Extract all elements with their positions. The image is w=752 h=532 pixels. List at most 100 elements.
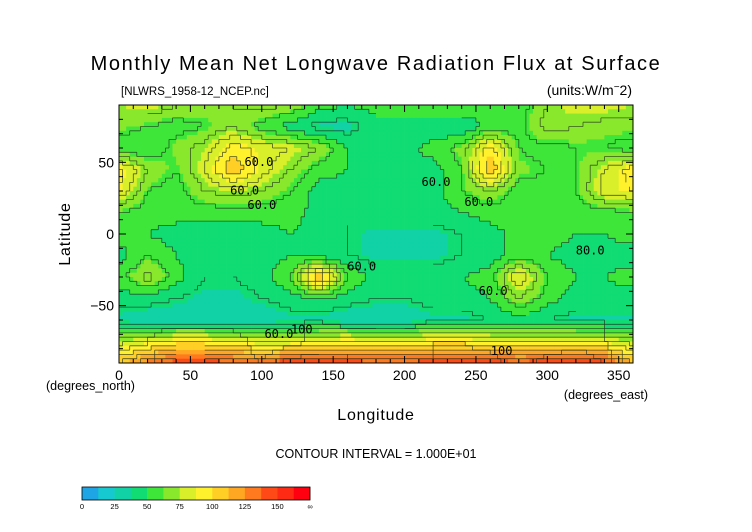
heatmap-cell xyxy=(293,246,298,252)
heatmap-cell xyxy=(204,109,209,114)
heatmap-cell xyxy=(622,139,627,145)
heatmap-cell xyxy=(218,117,223,123)
heatmap-cell xyxy=(408,186,413,192)
heatmap-cell xyxy=(583,208,587,213)
heatmap-cell xyxy=(597,234,602,239)
heatmap-cell xyxy=(208,212,213,218)
heatmap-cell xyxy=(193,122,198,127)
heatmap-cell xyxy=(508,143,513,149)
heatmap-cell xyxy=(433,165,438,170)
heatmap-cell xyxy=(158,173,163,179)
heatmap-cell xyxy=(336,143,341,149)
heatmap-cell xyxy=(293,135,298,140)
heatmap-cell xyxy=(119,122,123,127)
heatmap-cell xyxy=(522,156,527,162)
heatmap-cell xyxy=(422,126,427,132)
heatmap-cell xyxy=(276,182,281,188)
heatmap-cell xyxy=(554,152,559,157)
heatmap-cell xyxy=(465,208,470,213)
heatmap-cell xyxy=(604,130,609,136)
heatmap-cell xyxy=(490,135,495,140)
heatmap-cell xyxy=(222,135,227,140)
heatmap-cell xyxy=(286,165,291,170)
heatmap-cell xyxy=(365,221,370,226)
heatmap-cell xyxy=(479,165,484,170)
heatmap-cell xyxy=(590,238,595,243)
heatmap-cell xyxy=(518,178,523,183)
heatmap-cell xyxy=(290,109,295,114)
heatmap-cell xyxy=(311,182,316,188)
heatmap-cell xyxy=(525,165,530,170)
heatmap-cell xyxy=(161,199,166,205)
heatmap-cell xyxy=(622,165,627,170)
heatmap-cell xyxy=(543,130,548,136)
heatmap-cell xyxy=(454,152,459,157)
heatmap-cell xyxy=(483,208,488,213)
heatmap-cell xyxy=(158,135,163,140)
heatmap-cell xyxy=(422,169,427,175)
heatmap-cell xyxy=(415,251,420,256)
heatmap-cell xyxy=(561,212,566,218)
heatmap-cell xyxy=(376,178,380,183)
heatmap-cell xyxy=(226,105,231,110)
heatmap-cell xyxy=(590,221,595,226)
heatmap-cell xyxy=(418,148,423,153)
heatmap-cell xyxy=(365,203,370,209)
heatmap-cell xyxy=(229,195,234,200)
heatmap-cell xyxy=(226,130,231,136)
heatmap-cell xyxy=(165,195,170,200)
heatmap-cell xyxy=(204,165,209,170)
heatmap-cell xyxy=(625,126,630,132)
heatmap-cell xyxy=(226,156,231,162)
heatmap-cell xyxy=(558,221,563,226)
heatmap-cell xyxy=(500,216,505,222)
heatmap-cell xyxy=(251,216,256,222)
heatmap-cell xyxy=(379,178,384,183)
heatmap-cell xyxy=(404,199,409,205)
heatmap-cell xyxy=(197,238,202,243)
heatmap-cell xyxy=(486,195,491,200)
heatmap-cell xyxy=(326,165,330,170)
heatmap-cell xyxy=(543,148,548,153)
heatmap-cell xyxy=(354,152,359,157)
heatmap-cell xyxy=(536,199,541,205)
heatmap-cell xyxy=(422,182,427,188)
heatmap-cell xyxy=(376,109,380,114)
heatmap-cell xyxy=(611,229,616,235)
heatmap-cell xyxy=(443,246,448,252)
heatmap-cell xyxy=(351,135,355,140)
heatmap-cell xyxy=(301,251,306,256)
heatmap-cell xyxy=(493,191,498,196)
heatmap-cell xyxy=(497,143,502,149)
heatmap-cell xyxy=(326,178,330,183)
heatmap-cell xyxy=(129,152,134,157)
heatmap-cell xyxy=(304,130,309,136)
heatmap-cell xyxy=(447,178,452,183)
heatmap-cell xyxy=(236,126,241,132)
heatmap-cell xyxy=(318,195,323,200)
heatmap-cell xyxy=(604,191,609,196)
heatmap-cell xyxy=(565,229,570,235)
heatmap-cell xyxy=(243,165,248,170)
heatmap-cell xyxy=(368,113,373,119)
heatmap-cell xyxy=(215,229,220,235)
heatmap-cell xyxy=(483,238,488,243)
heatmap-cell xyxy=(400,229,405,235)
heatmap-cell xyxy=(500,229,505,235)
heatmap-cell xyxy=(340,234,345,239)
heatmap-cell xyxy=(218,186,223,192)
heatmap-cell xyxy=(229,238,234,243)
heatmap-cell xyxy=(468,143,473,149)
heatmap-cell xyxy=(518,173,523,179)
heatmap-cell xyxy=(572,135,577,140)
heatmap-cell xyxy=(351,130,355,136)
heatmap-cell xyxy=(536,221,541,226)
heatmap-cell xyxy=(318,229,323,235)
heatmap-cell xyxy=(590,203,595,209)
heatmap-cell xyxy=(554,203,559,209)
heatmap-cell xyxy=(333,242,338,248)
heatmap-cell xyxy=(376,246,380,252)
heatmap-cell xyxy=(500,208,505,213)
heatmap-cell xyxy=(211,251,216,256)
heatmap-cell xyxy=(304,113,309,119)
